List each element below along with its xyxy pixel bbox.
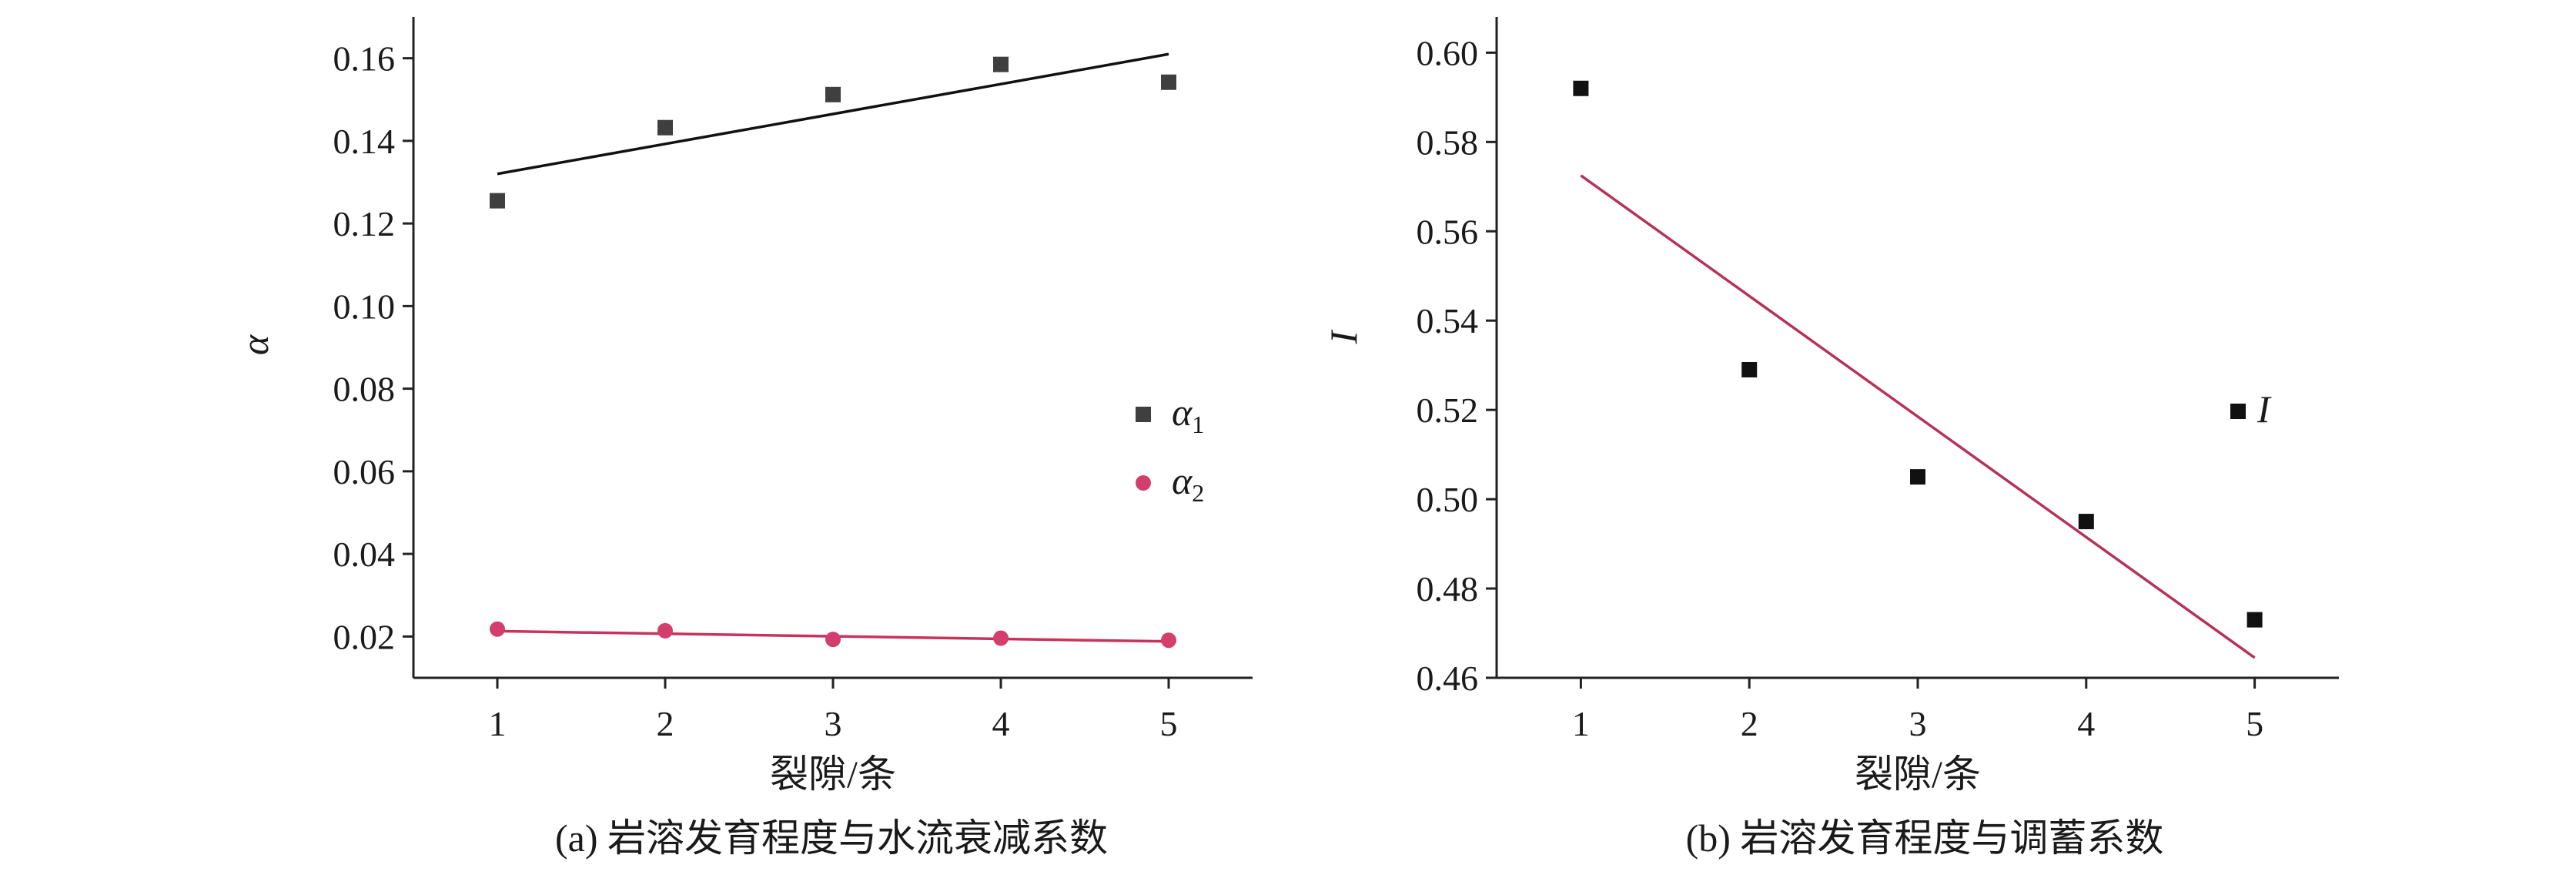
y-tick-label: 0.52 (1417, 391, 1479, 430)
y-tick-label: 0.60 (1417, 33, 1479, 72)
legend-marker (1136, 407, 1151, 422)
x-axis-label: 裂隙/条 (1855, 753, 1981, 796)
data-point (1741, 361, 1758, 377)
y-tick-label: 0.48 (1417, 569, 1479, 608)
x-axis-label: 裂隙/条 (770, 753, 896, 796)
legend-marker (1136, 475, 1151, 491)
data-point (490, 193, 505, 209)
fit-line-series-1 (1580, 174, 2256, 659)
y-tick-label: 0.56 (1417, 212, 1479, 251)
y-tick-label: 0.10 (333, 287, 396, 326)
x-tick-label: 5 (2246, 704, 2263, 743)
y-tick-label: 0.54 (1417, 301, 1479, 340)
data-point (993, 56, 1009, 72)
chart-panel-a: 0.02 0.04 0.06 0.08 0.10 0.12 0.14 0.16 1 2 3 4 5 裂隙/… (233, 17, 1253, 860)
data-point (657, 622, 673, 639)
y-tick-label: 0.16 (333, 39, 396, 79)
legend-marker (2230, 404, 2246, 419)
x-tick-label: 1 (1572, 704, 1590, 743)
data-point (825, 86, 841, 102)
legend-label: α1 (1172, 391, 1204, 438)
legend-label: α2 (1172, 459, 1204, 507)
y-tick-label: 0.08 (333, 370, 396, 409)
x-tick-label: 2 (657, 704, 674, 743)
data-point (490, 621, 505, 637)
x-tick-label: 4 (2077, 704, 2095, 743)
data-point (1161, 632, 1176, 649)
x-tick-label: 2 (1741, 704, 1758, 743)
y-tick-label: 0.02 (333, 617, 396, 656)
y-tick-label: 0.06 (333, 452, 396, 491)
y-tick-label: 0.14 (333, 122, 396, 161)
legend-label: I (2257, 387, 2272, 431)
x-tick-label: 3 (1909, 704, 1927, 743)
chart-caption: (b) 岩溶发育程度与调蓄系数 (1686, 816, 2164, 860)
y-tick-label: 0.50 (1417, 480, 1479, 519)
data-point (993, 630, 1009, 646)
data-point (2078, 514, 2094, 530)
data-point (657, 119, 673, 136)
data-point (2246, 612, 2263, 628)
data-point (1161, 74, 1176, 90)
x-tick-label: 1 (489, 704, 507, 743)
y-tick-label: 0.04 (333, 535, 396, 574)
chart-panel-b: 0.46 0.48 0.50 0.52 0.54 0.56 0.58 0.60 1 2 3 4 5 裂隙/… (1322, 17, 2339, 860)
y-tick-label: 0.58 (1417, 122, 1479, 162)
x-tick-label: 4 (992, 704, 1010, 743)
y-tick-label: 0.12 (333, 204, 396, 243)
y-axis-label: α (233, 334, 276, 355)
data-point (1910, 469, 1925, 485)
y-tick-label: 0.46 (1417, 659, 1479, 698)
fit-line-series-1 (497, 52, 1169, 176)
x-tick-label: 3 (825, 704, 842, 743)
chart-caption: (a) 岩溶发育程度与水流衰减系数 (555, 816, 1108, 860)
data-point (825, 632, 841, 648)
y-axis-label: I (1322, 329, 1365, 344)
data-point (1573, 80, 1589, 96)
x-tick-label: 5 (1160, 704, 1178, 743)
